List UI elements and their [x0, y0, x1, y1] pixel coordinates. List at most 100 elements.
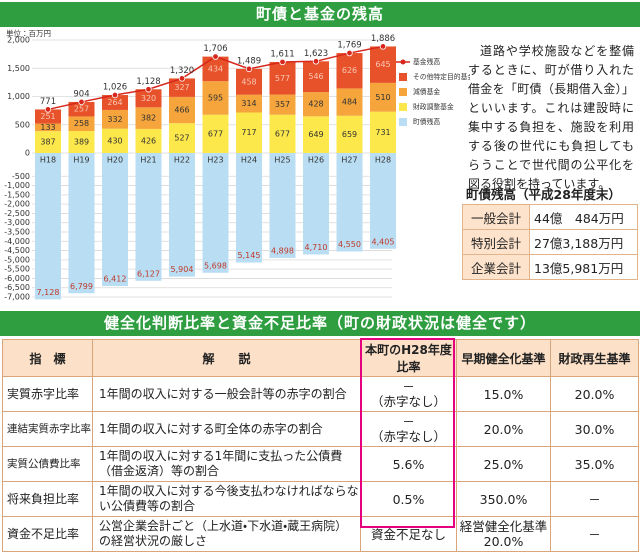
bar-segment	[236, 68, 262, 95]
header-cell: 指 標	[2, 339, 93, 377]
table-cell: 実質公債費比率	[2, 446, 93, 482]
data-label: 1,489	[237, 56, 261, 66]
legend-swatch	[400, 59, 406, 65]
table-cell: －（赤字なし）	[360, 411, 457, 447]
bar-segment	[202, 56, 229, 82]
y-tick-label: -2,000	[4, 200, 30, 209]
debt-table: 一般会計 44億 484万円 特別会計 27億3,188万円 企業会計 13億5,981万…	[462, 204, 638, 280]
table-cell: 44億 484万円	[529, 204, 638, 230]
table-row: 実質赤字比率 1年間の収入に対する一般会計等の赤字の割合－（赤字なし） 15.0% 2…	[2, 376, 639, 412]
table-row: 将来負担比率 1年間の収入に対する今後支払わなければならない公債費等の割合 0.5%…	[2, 481, 639, 517]
cell-line: （赤字なし）	[370, 394, 446, 409]
bar-segment	[135, 107, 162, 129]
y-tick-label: 0	[25, 149, 30, 158]
table-cell: 経営健全化基準 20.0%	[456, 516, 551, 552]
data-label: 4,710	[305, 243, 328, 252]
bar-segment	[269, 61, 296, 95]
y-tick-label: -5,500	[4, 265, 30, 274]
bar-segment	[303, 153, 329, 255]
table-cell: 1年間の収入に対する1年間に支払った公債費（借金返済）等の割合	[92, 446, 361, 482]
header-cell: 財政再生基準	[550, 339, 639, 377]
data-label: 7,128	[37, 288, 60, 297]
y-tick-label: -6,500	[4, 283, 30, 292]
data-label: 458	[241, 77, 256, 86]
data-label: 1,886	[371, 34, 395, 44]
data-label: 677	[208, 129, 223, 138]
data-label: 731	[375, 128, 390, 137]
bar-segment	[102, 153, 128, 287]
table-cell: 15.0%	[456, 376, 551, 412]
legend-swatch	[399, 118, 407, 126]
data-label: 717	[241, 128, 256, 137]
bar-segment	[68, 131, 95, 153]
data-label: 434	[208, 64, 223, 73]
data-label: 426	[141, 136, 156, 145]
legend-label: 財政調整基金	[413, 102, 454, 111]
data-label: 1,128	[136, 77, 160, 87]
table-cell: 企業会計	[462, 254, 530, 280]
data-label: 4,405	[372, 237, 395, 246]
bar-segment	[102, 128, 128, 153]
data-label: 904	[73, 89, 89, 99]
table-cell: 1年間の収入に対する町全体の赤字の割合	[92, 411, 361, 447]
legend-label: 基金残高	[413, 57, 440, 66]
line-point	[312, 58, 320, 65]
data-label: 527	[174, 134, 189, 143]
table-row: 一般会計 44億 484万円	[462, 204, 638, 230]
table-cell: 1年間の収入に対する今後支払わなければならない公債費等の割合	[92, 481, 361, 517]
table-cell: 公営企業会計ごと（上水道・下水道・蔵王病院）の経営状況の厳しさ	[92, 516, 361, 552]
data-label: 389	[74, 138, 89, 147]
line-point	[178, 75, 186, 82]
bar-segment	[303, 92, 329, 117]
table-cell: 30.0%	[550, 411, 639, 447]
data-label: 332	[107, 115, 122, 124]
data-label: 133	[40, 123, 55, 132]
data-label: 258	[74, 119, 89, 128]
data-label: 4,898	[271, 246, 294, 255]
bar-segment	[68, 153, 95, 294]
data-label: 6,799	[70, 282, 93, 291]
bar-segment	[35, 153, 61, 300]
data-label: 595	[208, 93, 223, 102]
line-point	[379, 43, 387, 50]
table-cell: 将来負担比率	[2, 481, 93, 517]
bar-segment	[236, 112, 262, 153]
table-cell: －（赤字なし）	[360, 376, 457, 412]
line-point	[78, 98, 85, 106]
legend-swatch	[399, 103, 407, 111]
data-label: 4,550	[338, 240, 361, 249]
bar-segment	[236, 94, 262, 113]
bar-segment	[370, 46, 396, 83]
data-label: 1,611	[270, 49, 294, 59]
bar-segment	[68, 101, 95, 117]
y-tick-label: -4,000	[4, 237, 30, 246]
data-label: 659	[342, 130, 357, 139]
table-row: 企業会計 13億5,981万円	[462, 254, 638, 280]
y-tick-label: 2,000	[7, 36, 30, 45]
bar-segment	[303, 61, 329, 93]
data-label: 251	[40, 112, 55, 121]
bar-segment	[35, 131, 61, 153]
data-label: 320	[141, 94, 156, 103]
x-tick-label: H18	[40, 156, 56, 165]
header-cell: 解 説	[92, 339, 361, 377]
data-label: 5,698	[204, 261, 227, 270]
data-label: 484	[342, 98, 357, 107]
bar-segment	[35, 109, 61, 124]
table-cell: 資金不足なし	[360, 516, 457, 552]
table-cell: 一般会計	[462, 204, 530, 230]
data-label: 649	[308, 130, 323, 139]
bar-segment	[336, 153, 363, 252]
data-label: 264	[107, 98, 122, 107]
y-tick-label: -1,500	[4, 190, 30, 199]
table-cell: 0.5%	[360, 481, 457, 517]
description: 道路や学校施設などを整備するときに、町が借り入れた借金を「町債（長期借入金）」と…	[468, 44, 634, 191]
cell-line: －	[402, 379, 415, 394]
x-tick-label: H19	[73, 156, 89, 165]
table-cell: 特別会計	[462, 229, 530, 255]
data-label: 314	[241, 99, 256, 108]
cell-line: （赤字なし）	[370, 429, 446, 444]
data-label: 257	[74, 105, 89, 114]
line-point	[145, 86, 152, 93]
